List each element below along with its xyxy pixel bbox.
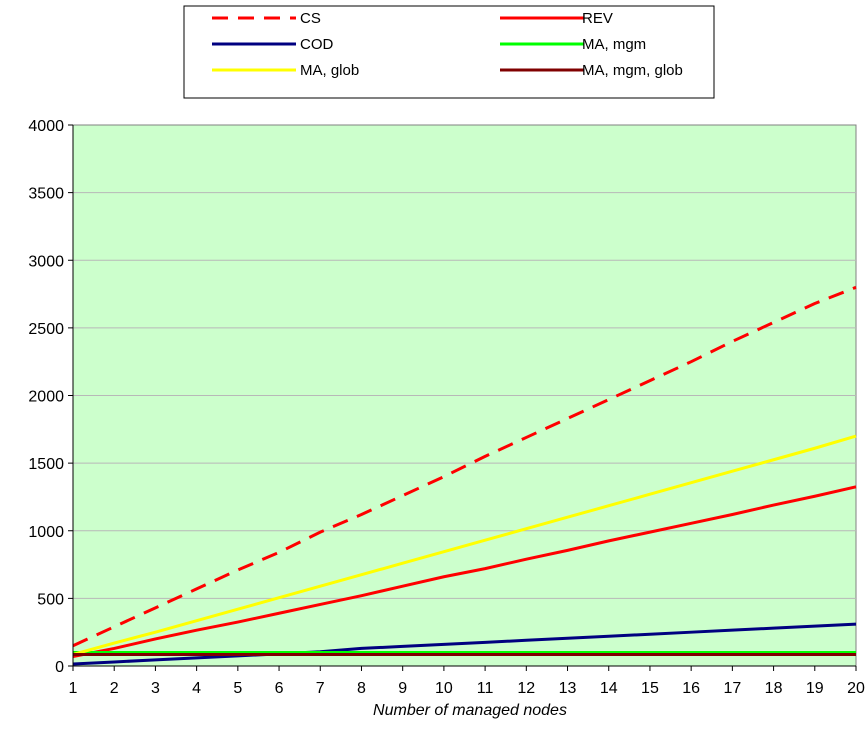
y-tick-labels: 0 500 1000 1500 2000 2500 3000 3500 4000	[28, 118, 64, 676]
series-line-cs	[72, 285, 857, 648]
y-tick-label: 1500	[28, 456, 64, 473]
series-line-cod	[72, 622, 857, 666]
x-tick-label: 5	[233, 680, 242, 697]
x-tick-label: 9	[398, 680, 407, 697]
x-tick-label: 11	[477, 680, 494, 697]
legend-box	[183, 5, 715, 99]
y-tick-label: 4000	[28, 118, 64, 135]
x-tick-label: 8	[357, 680, 366, 697]
y-tick-label: 3000	[28, 253, 64, 270]
legend-label-cs: CS	[300, 10, 321, 27]
y-tick-label: 500	[37, 591, 64, 608]
x-tick-label: 13	[559, 680, 577, 697]
x-tick-label: 4	[192, 680, 201, 697]
x-axis-title: Number of managed nodes	[373, 702, 567, 719]
y-tick-label: 2000	[28, 389, 64, 406]
x-tick-label: 19	[806, 680, 824, 697]
y-tick-label: 1000	[28, 524, 64, 541]
y-tick-label: 3500	[28, 186, 64, 203]
series-line-ma-glob	[72, 434, 857, 656]
x-tick-label: 15	[641, 680, 659, 697]
x-tick-label: 16	[682, 680, 700, 697]
legend-label-ma-mgm: MA, mgm	[582, 36, 646, 53]
y-tick-label: 0	[55, 659, 64, 676]
x-tick-label: 6	[275, 680, 284, 697]
legend-label-rev: REV	[582, 10, 613, 27]
x-tick-label: 7	[316, 680, 325, 697]
x-tick-labels: 1 2 3 4 5 6 7 8 9 10 11 12 13 14 15 16 17 18 19 20	[69, 680, 865, 697]
gridlines	[73, 192, 856, 599]
x-tick-label: 2	[110, 680, 119, 697]
x-tick-label: 14	[600, 680, 618, 697]
y-tick-label: 2500	[28, 321, 64, 338]
legend: CS REV COD MA, mgm MA, glob MA, mgm, glob	[183, 5, 715, 99]
x-tick-label: 12	[517, 680, 535, 697]
axes	[68, 124, 857, 671]
legend-label-ma-mgm-glob: MA, mgm, glob	[582, 62, 683, 79]
x-tick-label: 20	[847, 680, 865, 697]
series-layer	[72, 285, 857, 666]
x-tick-label: 1	[69, 680, 78, 697]
x-tick-label: 17	[723, 680, 741, 697]
series-line-rev	[72, 485, 857, 659]
x-tick-label: 3	[151, 680, 160, 697]
x-tick-label: 10	[435, 680, 453, 697]
legend-label-ma-glob: MA, glob	[300, 62, 359, 79]
legend-label-cod: COD	[300, 36, 334, 53]
x-tick-label: 18	[765, 680, 783, 697]
